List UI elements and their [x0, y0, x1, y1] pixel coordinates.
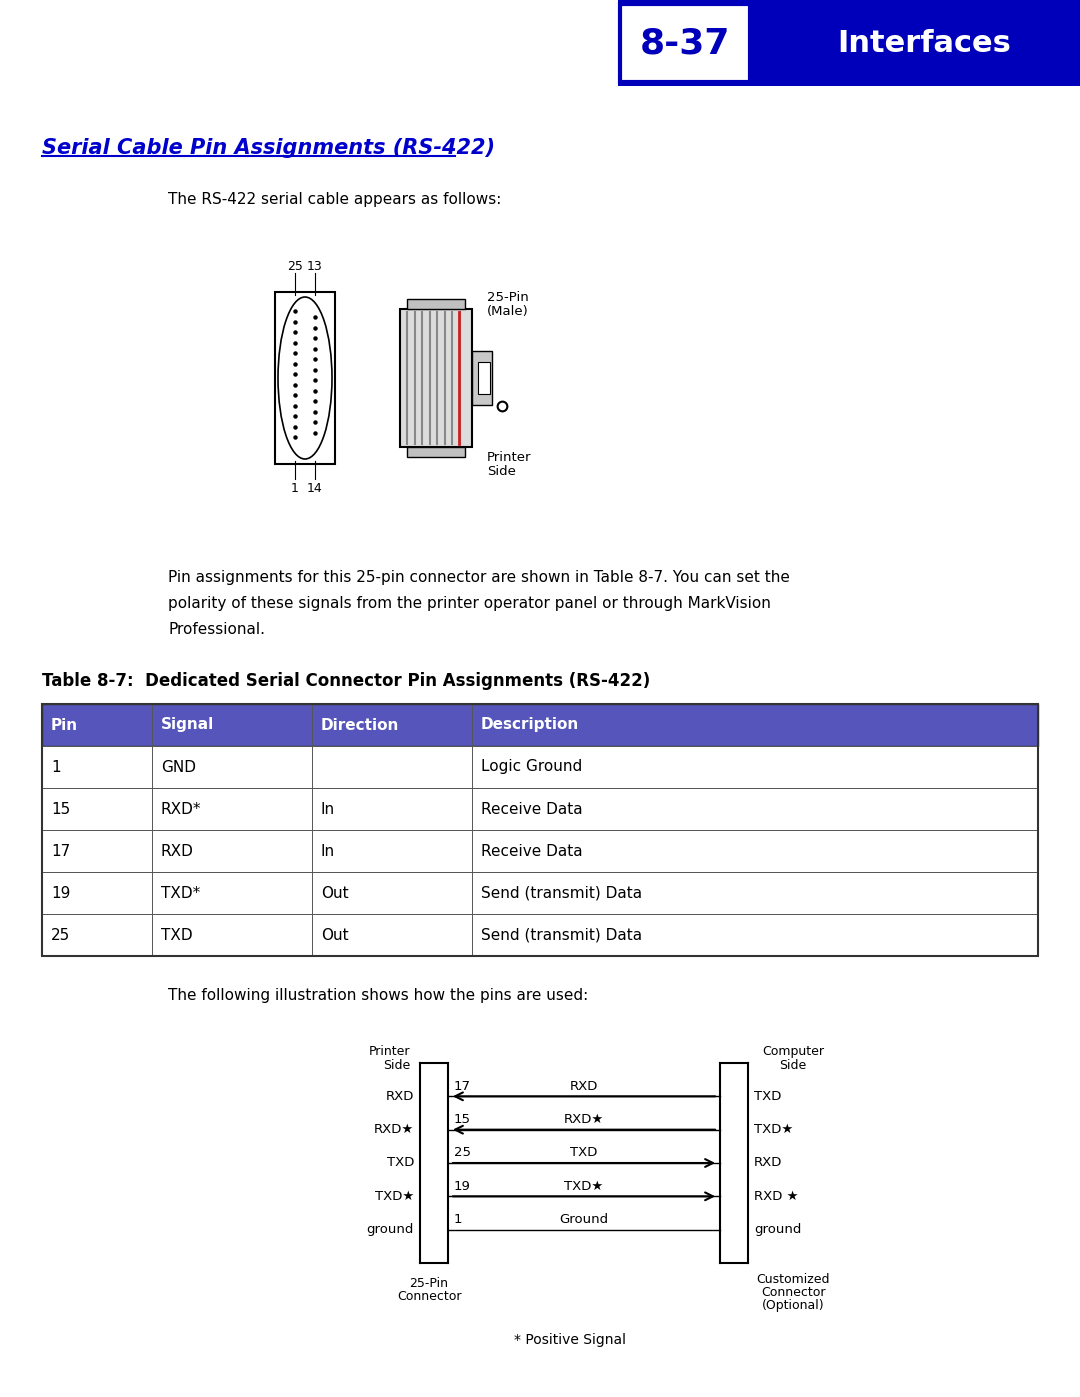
Text: RXD: RXD [570, 1080, 598, 1092]
Bar [618, 0, 1080, 87]
Text: Ground: Ground [559, 1213, 608, 1227]
Text: Table 8-7:  Dedicated Serial Connector Pin Assignments (RS-422): Table 8-7: Dedicated Serial Connector Pi… [42, 672, 650, 690]
Text: Receive Data: Receive Data [481, 844, 582, 859]
Text: RXD★: RXD★ [374, 1123, 414, 1136]
Text: 25: 25 [454, 1147, 471, 1160]
Text: Send (transmit) Data: Send (transmit) Data [481, 886, 643, 901]
Text: RXD ★: RXD ★ [754, 1190, 798, 1203]
Text: In: In [321, 844, 335, 859]
Text: Pin: Pin [51, 718, 78, 732]
Text: Signal: Signal [161, 718, 214, 732]
Text: TXD★: TXD★ [565, 1180, 604, 1193]
Bar [42, 872, 1038, 914]
Text: GND: GND [161, 760, 195, 774]
Text: TXD: TXD [754, 1090, 781, 1102]
Text: Out: Out [321, 886, 349, 901]
Text: TXD: TXD [387, 1157, 414, 1169]
Text: The following illustration shows how the pins are used:: The following illustration shows how the… [168, 988, 589, 1003]
Text: 15: 15 [51, 802, 70, 816]
Text: TXD★: TXD★ [754, 1123, 793, 1136]
Text: Direction: Direction [321, 718, 400, 732]
Text: 13: 13 [307, 260, 323, 272]
Text: 25-Pin: 25-Pin [409, 1277, 448, 1289]
Text: TXD: TXD [161, 928, 192, 943]
Text: 8-37: 8-37 [639, 27, 730, 61]
Text: RXD: RXD [386, 1090, 414, 1102]
Bar [478, 362, 490, 394]
Text: Side: Side [487, 465, 516, 478]
Bar [275, 292, 335, 464]
Text: 25-Pin: 25-Pin [487, 291, 529, 305]
Text: 17: 17 [454, 1080, 471, 1092]
Bar [42, 830, 1038, 872]
Text: Customized: Customized [756, 1273, 829, 1287]
Text: 1: 1 [51, 760, 60, 774]
Bar [407, 447, 465, 457]
Text: 19: 19 [51, 886, 70, 901]
Bar [42, 704, 1038, 746]
Text: RXD*: RXD* [161, 802, 202, 816]
Text: 14: 14 [307, 482, 323, 495]
Text: Interfaces: Interfaces [837, 29, 1011, 59]
Text: Description: Description [481, 718, 579, 732]
Text: Logic Ground: Logic Ground [481, 760, 582, 774]
Text: Send (transmit) Data: Send (transmit) Data [481, 928, 643, 943]
Text: TXD*: TXD* [161, 886, 200, 901]
Ellipse shape [278, 298, 332, 460]
Text: TXD★: TXD★ [375, 1190, 414, 1203]
Text: Printer: Printer [487, 451, 531, 464]
Text: RXD: RXD [754, 1157, 782, 1169]
Bar [42, 704, 1038, 956]
Text: polarity of these signals from the printer operator panel or through MarkVision: polarity of these signals from the print… [168, 597, 771, 610]
Text: 1: 1 [292, 482, 299, 495]
Bar [407, 299, 465, 309]
Bar [400, 309, 472, 447]
Text: Serial Cable Pin Assignments (RS-422): Serial Cable Pin Assignments (RS-422) [42, 138, 495, 158]
Text: 25: 25 [51, 928, 70, 943]
Text: Out: Out [321, 928, 349, 943]
Bar [42, 746, 1038, 788]
Text: Printer: Printer [368, 1045, 410, 1058]
Text: Professional.: Professional. [168, 622, 265, 637]
Text: RXD: RXD [161, 844, 194, 859]
Text: 17: 17 [51, 844, 70, 859]
Text: 15: 15 [454, 1113, 471, 1126]
Text: TXD: TXD [570, 1147, 597, 1160]
Bar [472, 351, 492, 405]
Text: Pin assignments for this 25-pin connector are shown in Table 8-7. You can set th: Pin assignments for this 25-pin connecto… [168, 570, 789, 585]
Text: Connector: Connector [396, 1289, 461, 1303]
Text: (Male): (Male) [487, 305, 529, 319]
Text: Side: Side [780, 1059, 807, 1071]
Text: The RS-422 serial cable appears as follows:: The RS-422 serial cable appears as follo… [168, 191, 501, 207]
Text: * Positive Signal: * Positive Signal [514, 1333, 626, 1347]
Text: ground: ground [366, 1224, 414, 1236]
Text: RXD★: RXD★ [564, 1113, 604, 1126]
Text: (Optional): (Optional) [761, 1299, 824, 1312]
Text: Receive Data: Receive Data [481, 802, 582, 816]
Bar [620, 4, 750, 82]
Text: In: In [321, 802, 335, 816]
Text: 1: 1 [454, 1213, 462, 1227]
Bar [42, 914, 1038, 956]
Text: 25: 25 [287, 260, 302, 272]
Text: Side: Side [382, 1059, 410, 1071]
Text: 19: 19 [454, 1180, 471, 1193]
Text: Computer: Computer [762, 1045, 824, 1058]
Text: Connector: Connector [760, 1287, 825, 1299]
Bar [42, 788, 1038, 830]
Text: ground: ground [754, 1224, 801, 1236]
